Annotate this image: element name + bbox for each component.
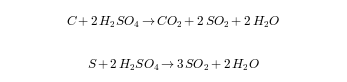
Text: $C + 2\, H_2SO_4 \rightarrow CO_2 + 2\, SO_2 + 2\, H_2O$: $C + 2\, H_2SO_4 \rightarrow CO_2 + 2\, … [66,14,281,30]
Text: $S + 2\, H_2SO_4 \rightarrow 3\, SO_2 + 2\, H_2O$: $S + 2\, H_2SO_4 \rightarrow 3\, SO_2 + … [87,58,260,73]
